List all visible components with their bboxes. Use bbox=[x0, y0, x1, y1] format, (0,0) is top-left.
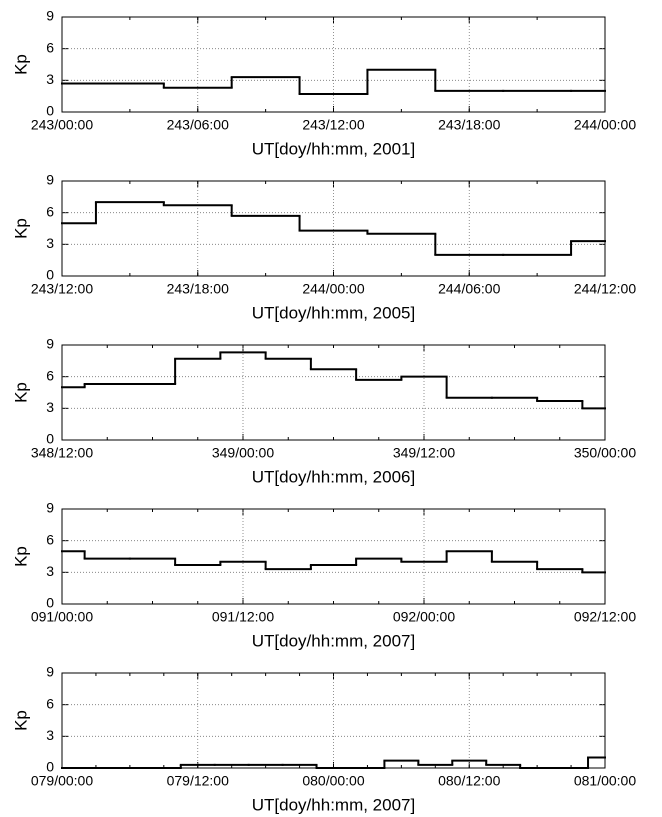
y-tick-label: 6 bbox=[46, 531, 54, 547]
x-tick-label: 349/00:00 bbox=[212, 445, 274, 461]
y-tick-label: 9 bbox=[46, 500, 54, 516]
y-tick-label: 9 bbox=[46, 172, 54, 188]
y-tick-label: 9 bbox=[46, 664, 54, 680]
y-tick-label: 9 bbox=[46, 336, 54, 352]
x-tick-label: 243/06:00 bbox=[167, 117, 229, 133]
y-tick-label: 9 bbox=[46, 8, 54, 24]
x-tick-label: 349/12:00 bbox=[393, 445, 455, 461]
y-axis-label: Kp bbox=[11, 54, 30, 75]
y-tick-label: 6 bbox=[46, 39, 54, 55]
y-axis-label: Kp bbox=[11, 218, 30, 239]
x-axis-label: UT[doy/hh:mm, 2001] bbox=[252, 139, 415, 158]
plot-frame bbox=[61, 180, 606, 277]
x-tick-label: 079/00:00 bbox=[31, 773, 93, 789]
y-tick-label: 6 bbox=[46, 203, 54, 219]
x-tick-label: 244/06:00 bbox=[438, 281, 500, 297]
y-tick-label: 6 bbox=[46, 695, 54, 711]
y-tick-label: 3 bbox=[46, 71, 54, 87]
plot-frame bbox=[61, 344, 606, 441]
x-axis-label: UT[doy/hh:mm, 2007] bbox=[252, 631, 415, 650]
x-tick-label: 091/00:00 bbox=[31, 609, 93, 625]
y-tick-label: 0 bbox=[46, 431, 54, 447]
y-tick-label: 0 bbox=[46, 103, 54, 119]
x-tick-label: 080/00:00 bbox=[302, 773, 364, 789]
x-tick-label: 079/12:00 bbox=[167, 773, 229, 789]
y-tick-label: 6 bbox=[46, 367, 54, 383]
y-axis-label: Kp bbox=[11, 546, 30, 567]
x-tick-label: 091/12:00 bbox=[212, 609, 274, 625]
plot-frame bbox=[61, 16, 606, 113]
x-tick-label: 243/12:00 bbox=[31, 281, 93, 297]
plot-frame bbox=[61, 672, 606, 769]
x-tick-label: 081/00:00 bbox=[574, 773, 636, 789]
y-tick-label: 0 bbox=[46, 759, 54, 775]
y-tick-label: 3 bbox=[46, 399, 54, 415]
x-tick-label: 348/12:00 bbox=[31, 445, 93, 461]
y-axis-label: Kp bbox=[11, 382, 30, 403]
x-tick-label: 244/12:00 bbox=[574, 281, 636, 297]
y-tick-label: 0 bbox=[46, 595, 54, 611]
plot-frame bbox=[61, 508, 606, 605]
x-tick-label: 243/12:00 bbox=[302, 117, 364, 133]
x-axis-label: UT[doy/hh:mm, 2006] bbox=[252, 467, 415, 486]
y-tick-label: 3 bbox=[46, 235, 54, 251]
y-tick-label: 0 bbox=[46, 267, 54, 283]
x-tick-label: 350/00:00 bbox=[574, 445, 636, 461]
x-axis-label: UT[doy/hh:mm, 2005] bbox=[252, 303, 415, 322]
x-tick-label: 092/00:00 bbox=[393, 609, 455, 625]
x-tick-label: 244/00:00 bbox=[574, 117, 636, 133]
x-tick-label: 243/18:00 bbox=[167, 281, 229, 297]
x-tick-label: 080/12:00 bbox=[438, 773, 500, 789]
y-tick-label: 3 bbox=[46, 563, 54, 579]
y-tick-label: 3 bbox=[46, 727, 54, 743]
y-axis-label: Kp bbox=[11, 710, 30, 731]
x-tick-label: 092/12:00 bbox=[574, 609, 636, 625]
x-tick-label: 244/00:00 bbox=[302, 281, 364, 297]
x-tick-label: 243/00:00 bbox=[31, 117, 93, 133]
x-axis-label: UT[doy/hh:mm, 2007] bbox=[252, 795, 415, 814]
x-tick-label: 243/18:00 bbox=[438, 117, 500, 133]
